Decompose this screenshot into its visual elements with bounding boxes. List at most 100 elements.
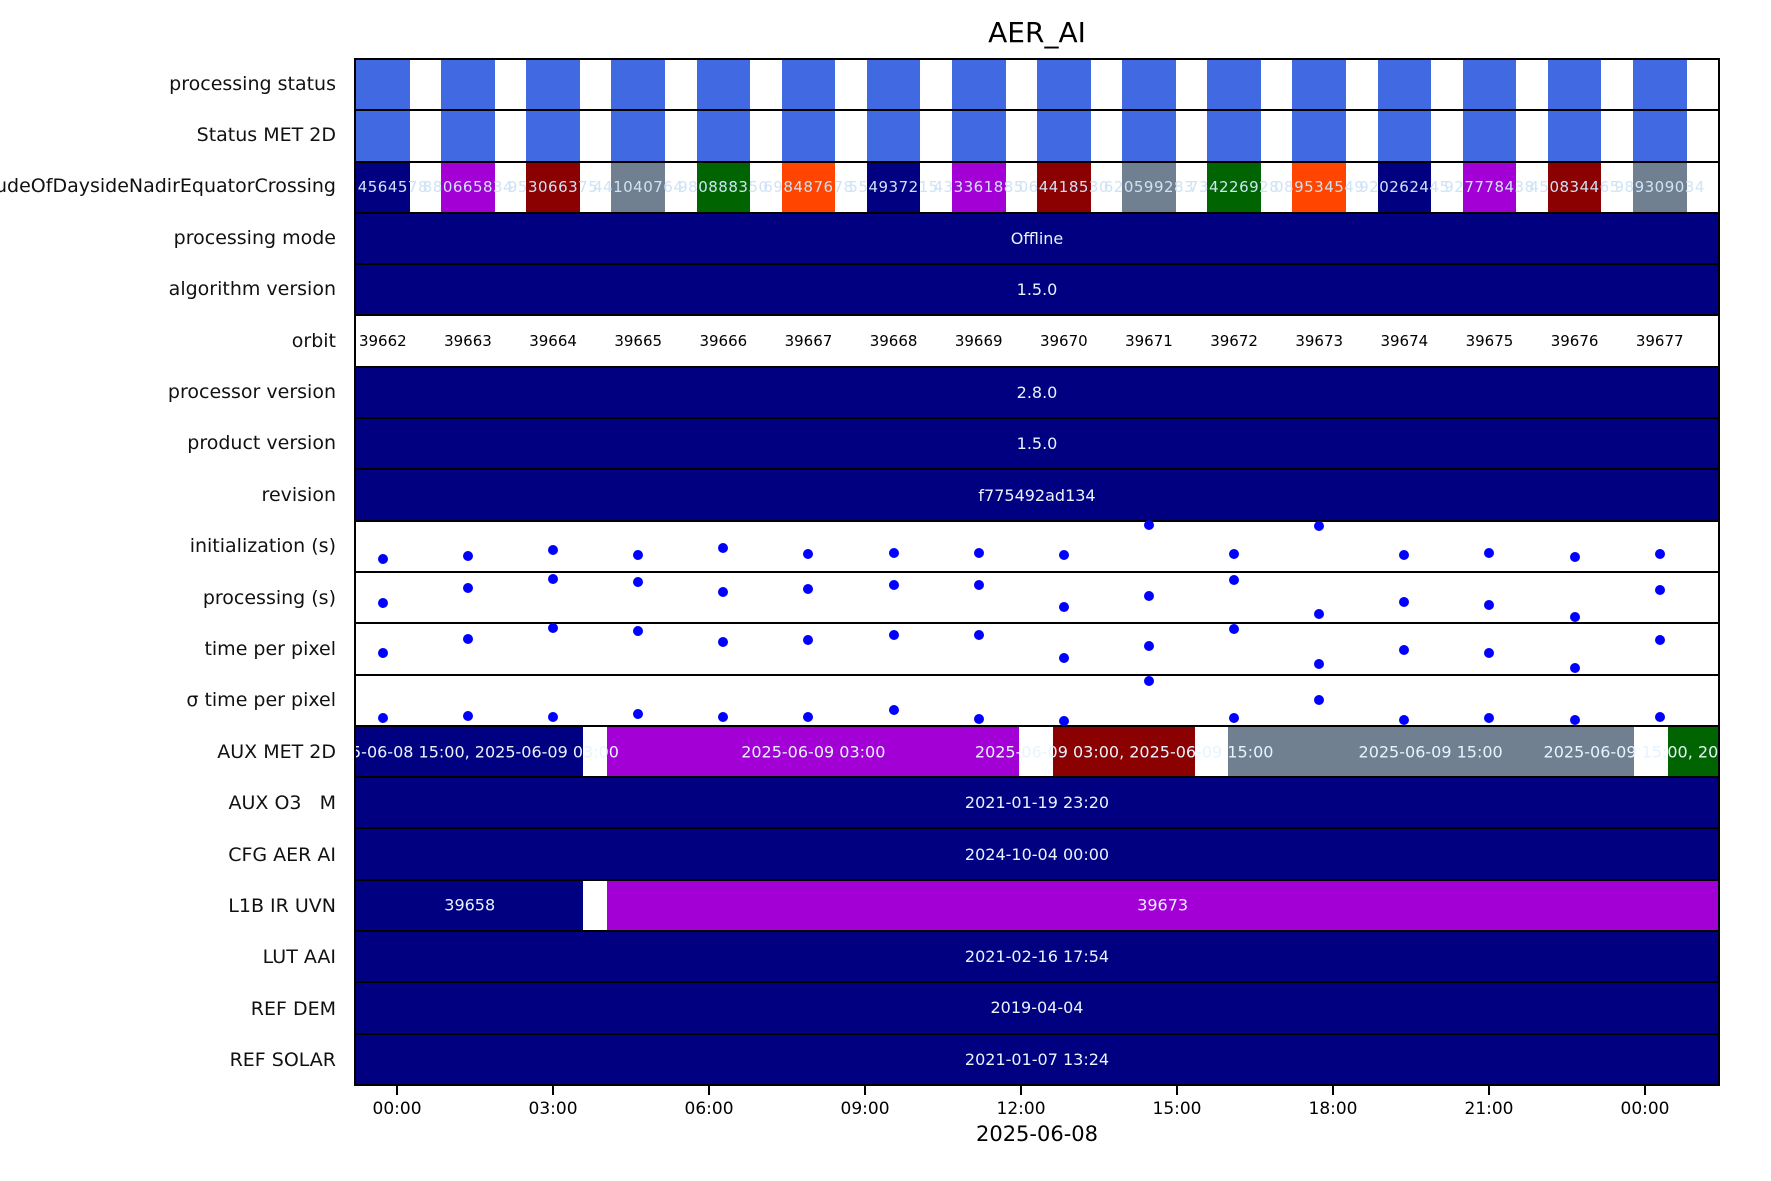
scatter-dot: [633, 626, 644, 637]
tick-label: 21:00: [1464, 1099, 1514, 1119]
label-cell: AUX O3 M: [0, 777, 346, 828]
status-block: [1632, 60, 1687, 110]
full-width-bar: 1.5.0: [356, 419, 1718, 469]
label-cell: processing status: [0, 58, 346, 109]
scatter-dot: [1058, 550, 1069, 561]
full-width-bar: 2021-01-19 23:20: [356, 778, 1718, 828]
scatter-dot: [1484, 548, 1495, 559]
row-label: processing mode: [173, 226, 336, 249]
status-block: [356, 111, 410, 161]
row-label: orbit: [291, 329, 336, 352]
orbit-number: 39670: [1039, 332, 1088, 351]
longitude-value: 980888350: [678, 178, 769, 197]
longitude-block: [866, 162, 921, 212]
scatter-dot: [1229, 624, 1240, 635]
row-label: σ time per pixel: [186, 689, 336, 712]
scatter-dot: [1569, 714, 1580, 725]
chart-row: 2019-04-04: [356, 983, 1718, 1035]
label-cell: L1B IR UVN: [0, 880, 346, 931]
status-block: [1462, 111, 1517, 161]
status-block: [611, 60, 665, 110]
row-label: AUX MET 2D: [217, 740, 336, 763]
status-block: [526, 111, 580, 161]
scatter-dot: [973, 713, 984, 724]
status-block: [611, 111, 665, 161]
status-block: [356, 60, 410, 110]
chart-row: 39658 39673: [356, 880, 1718, 933]
orbit-number: 39673: [1295, 332, 1344, 351]
scatter-dot: [377, 712, 388, 723]
chart-row: [356, 60, 1718, 112]
longitude-value: 450834465: [1529, 178, 1620, 197]
timeline-segment: [607, 880, 1718, 931]
scatter-dot: [803, 549, 814, 560]
label-cell: REF SOLAR: [0, 1034, 346, 1085]
label-cell: processing mode: [0, 212, 346, 263]
longitude-block: [1122, 162, 1176, 212]
chart-row: [356, 111, 1718, 163]
scatter-dot: [1484, 599, 1495, 610]
status-block: [866, 60, 921, 110]
status-block: [1462, 60, 1517, 110]
label-cell: Status MET 2D: [0, 109, 346, 160]
chart-row: 2021-02-16 17:54: [356, 932, 1718, 984]
chart-row: [356, 676, 1718, 727]
scatter-dot: [1399, 596, 1410, 607]
chart-row: [356, 519, 1718, 573]
scatter-dot: [1314, 695, 1325, 706]
scatter-dot: [462, 710, 473, 721]
scatter-dot: [377, 554, 388, 565]
row-labels-column: processing status Status MET 2D LongitudeO…: [0, 58, 346, 1086]
scatter-dot: [803, 711, 814, 722]
label-cell: product version: [0, 418, 346, 469]
orbit-number: 39676: [1550, 332, 1599, 351]
x-axis: 00:00 03:00 06:00 09:00 12:00 15:00 18:00 21:00…: [354, 1086, 1720, 1130]
full-width-bar: 2024-10-04 00:00: [356, 829, 1718, 879]
row-label: REF SOLAR: [229, 1049, 336, 1072]
plot-area: 0545645788806658349530663754410407649808…: [354, 58, 1720, 1086]
timeline-segment: [356, 880, 584, 931]
label-cell: orbit: [0, 315, 346, 366]
row-label: revision: [261, 483, 336, 506]
orbit-number: 39662: [358, 332, 407, 351]
scatter-dot: [1229, 574, 1240, 585]
scatter-dot: [462, 551, 473, 562]
longitude-block: [1462, 162, 1517, 212]
longitude-value: 698487678: [763, 178, 854, 197]
scatter-dot: [1058, 715, 1069, 726]
scatter-dot: [1654, 549, 1665, 560]
chart-row: 39662 39663 39664 39665 39666 39667 39668 39669…: [356, 316, 1718, 368]
scatter-dot: [1143, 640, 1154, 651]
scatter-dot: [462, 582, 473, 593]
scatter-dot: [1314, 520, 1325, 531]
scatter-dot: [973, 548, 984, 559]
status-block: [866, 111, 921, 161]
full-width-bar: Offline: [356, 213, 1718, 264]
longitude-block: [951, 162, 1006, 212]
chart-row: 2025-06-08 15:00, 2025-06-09 03:00 2025-0…: [356, 726, 1719, 779]
bar-text: 2.8.0: [1016, 382, 1058, 402]
tick-mark: [396, 1086, 399, 1095]
scatter-dot: [1314, 658, 1325, 669]
chart-row: 2.8.0: [356, 367, 1718, 420]
status-block: [1632, 111, 1687, 161]
scatter-dot: [1569, 612, 1580, 623]
scatter-dot: [1654, 635, 1665, 646]
bar-text: 1.5.0: [1016, 434, 1058, 454]
orbit-number: 39675: [1465, 332, 1514, 351]
scatter-dot: [803, 635, 814, 646]
row-label: product version: [187, 432, 336, 455]
scatter-dot: [718, 543, 729, 554]
full-width-bar: 2.8.0: [356, 367, 1718, 418]
chart-row: 2021-01-19 23:20: [356, 778, 1718, 830]
row-label: processing (s): [202, 586, 336, 609]
timeline-segment: [1667, 726, 1718, 777]
longitude-value: 920262445: [1359, 178, 1450, 197]
status-block: [1377, 111, 1432, 161]
status-block: [441, 60, 495, 110]
label-cell: revision: [0, 469, 346, 520]
segment-text: 2025-06-09 15:00, 2025-06-10 03:00: [1543, 742, 1719, 761]
row-label: AUX O3 M: [228, 792, 336, 815]
scatter-dot: [1058, 602, 1069, 613]
status-block: [1037, 111, 1091, 161]
